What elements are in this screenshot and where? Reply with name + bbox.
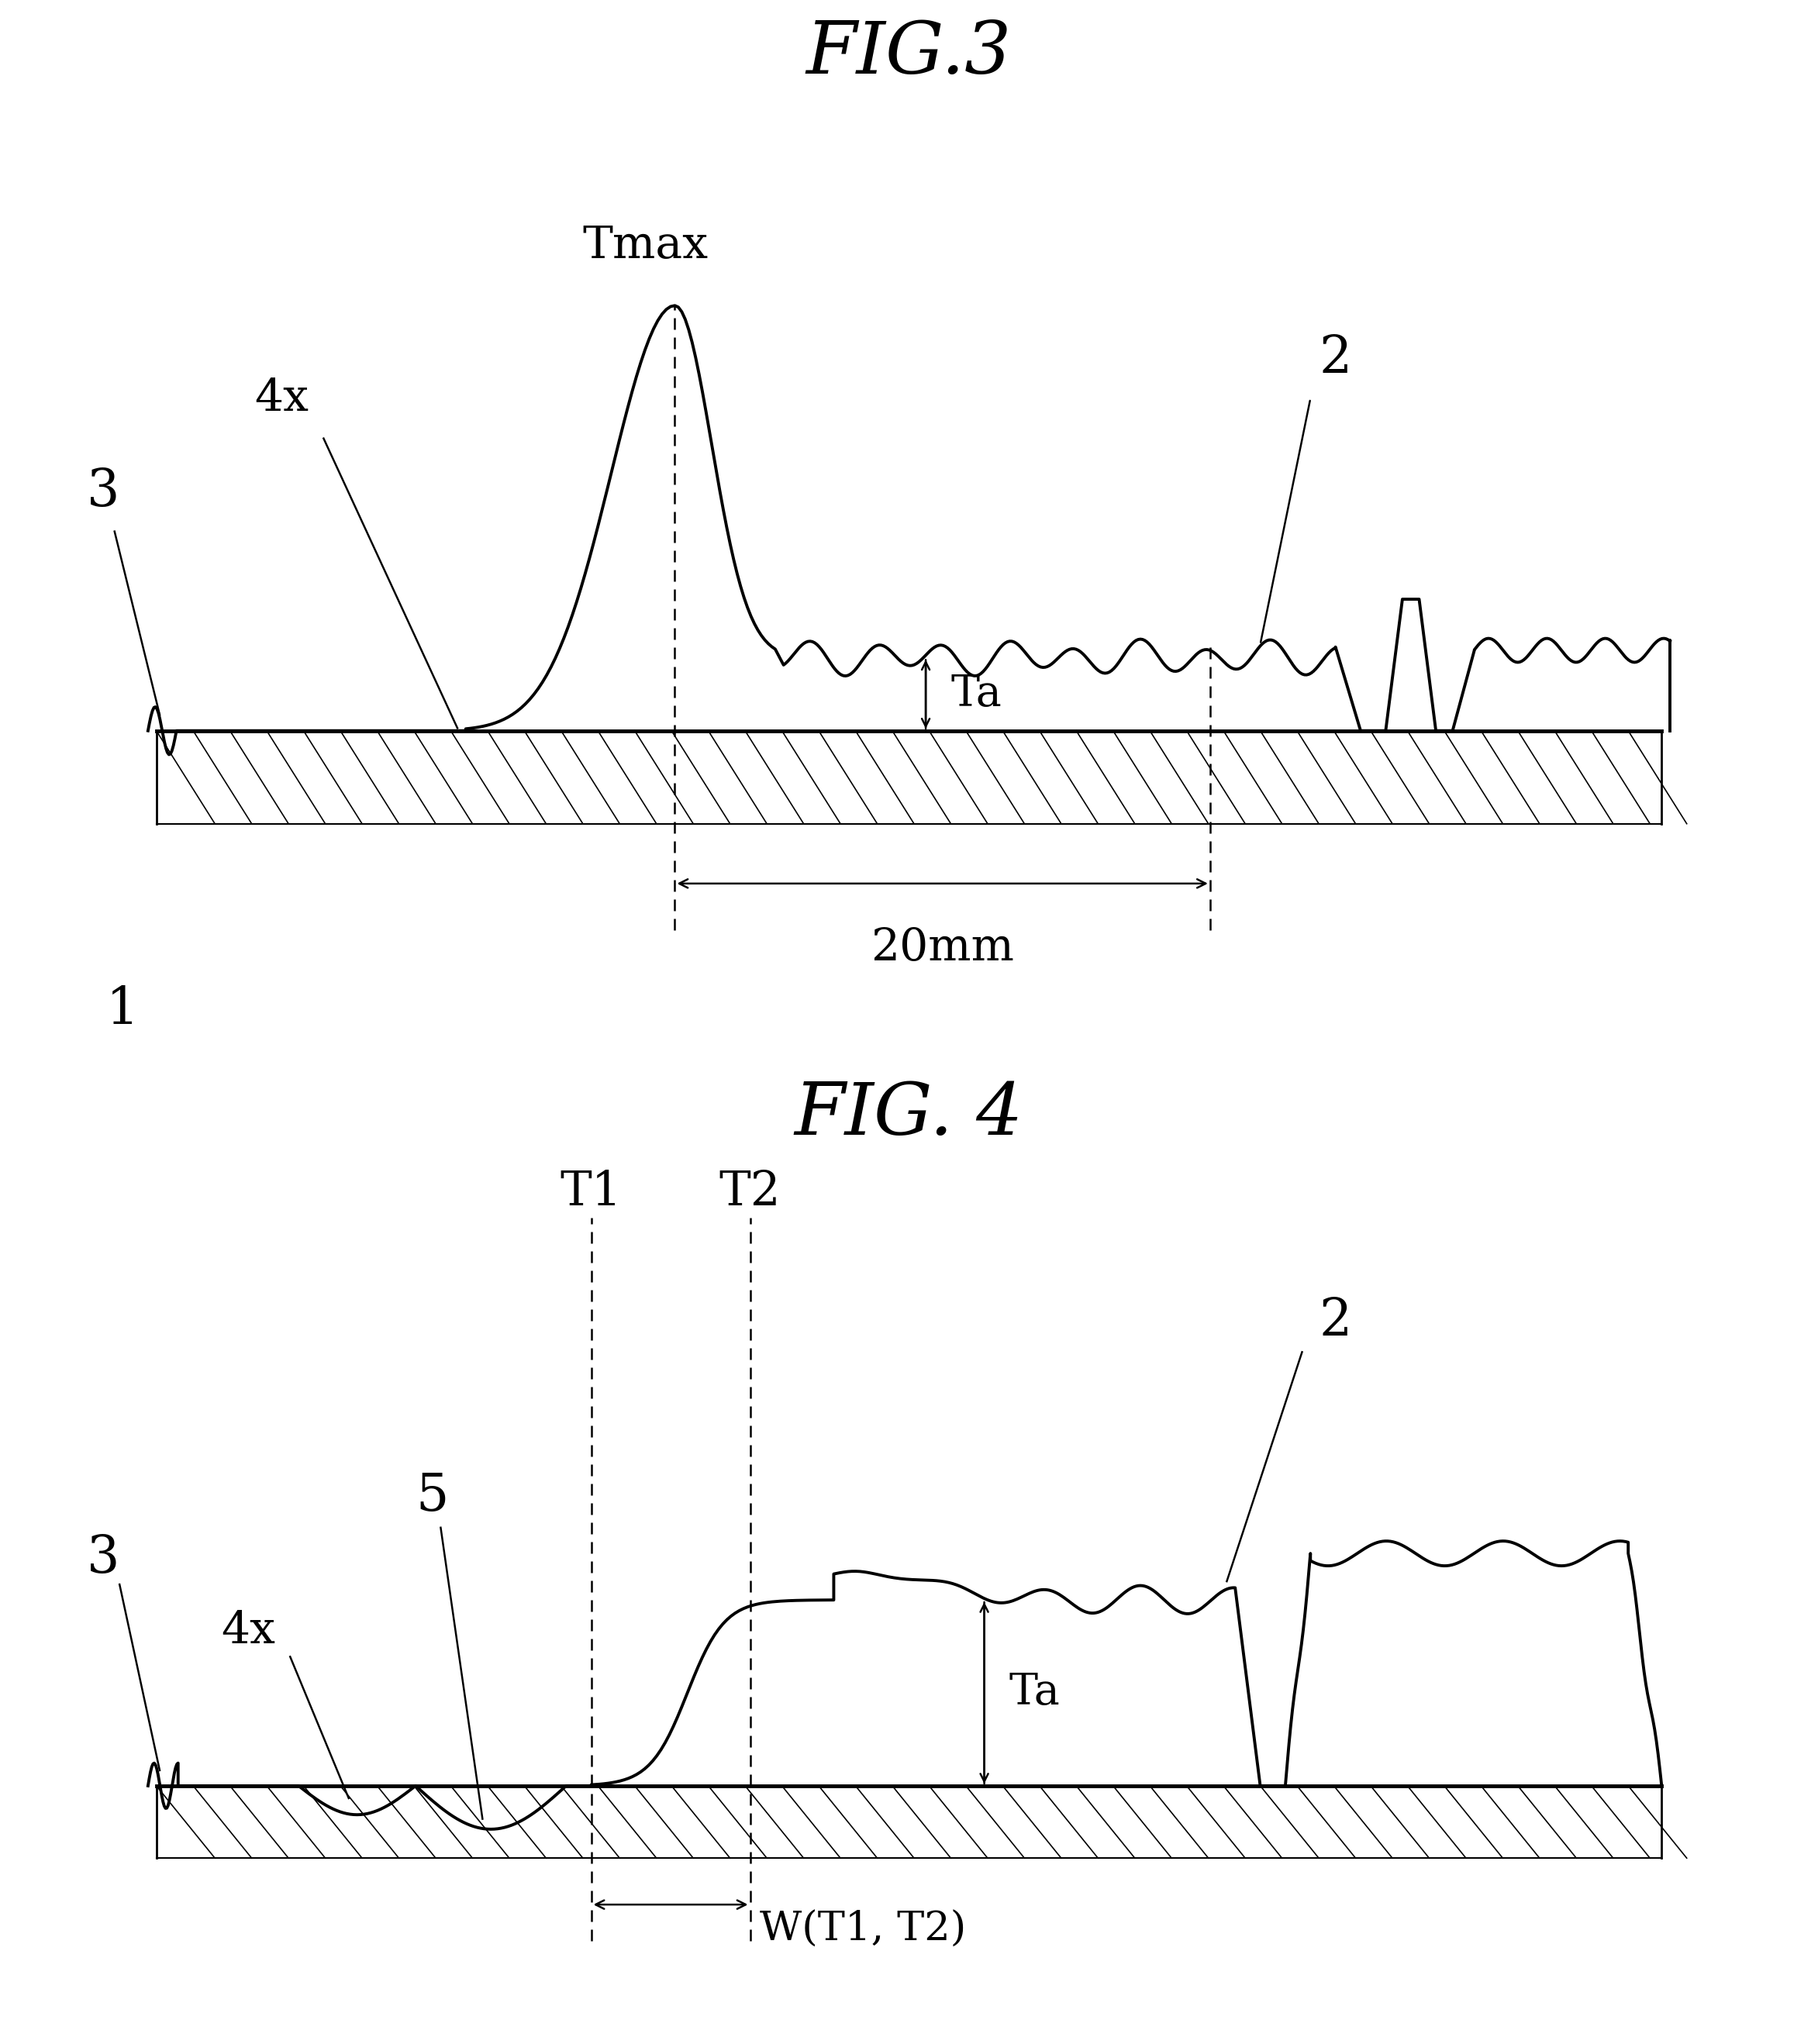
Text: 4x: 4x xyxy=(222,1609,276,1654)
Text: 20mm: 20mm xyxy=(871,926,1014,969)
Text: T1: T1 xyxy=(560,1169,622,1216)
Text: Tmax: Tmax xyxy=(584,225,709,268)
Text: 2: 2 xyxy=(1320,333,1353,384)
Text: FIG.3: FIG.3 xyxy=(805,18,1013,88)
Text: FIG. 4: FIG. 4 xyxy=(794,1079,1024,1149)
Text: 3: 3 xyxy=(85,1533,120,1584)
Text: 2: 2 xyxy=(1320,1296,1353,1347)
Text: 1: 1 xyxy=(107,985,140,1034)
Text: 4x: 4x xyxy=(255,376,309,421)
Text: W(T1, T2): W(T1, T2) xyxy=(760,1909,967,1950)
Text: 3: 3 xyxy=(85,466,120,517)
Text: 5: 5 xyxy=(416,1472,449,1523)
Text: T2: T2 xyxy=(720,1169,782,1216)
Text: Ta: Ta xyxy=(951,672,1002,715)
Text: Ta: Ta xyxy=(1009,1672,1060,1715)
